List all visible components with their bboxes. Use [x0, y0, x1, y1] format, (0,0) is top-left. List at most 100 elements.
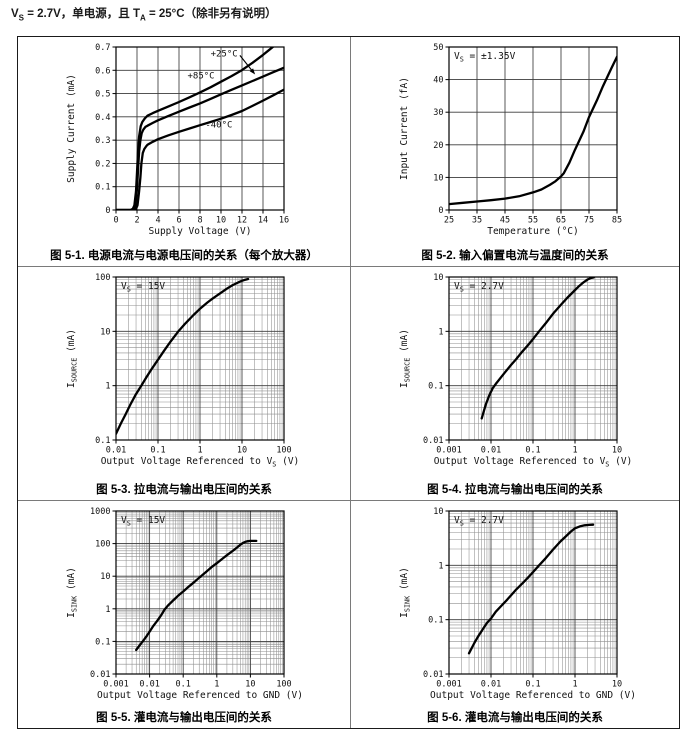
- y-tick-label: 1: [438, 561, 443, 571]
- y-tick-label: 1: [105, 382, 110, 392]
- y-tick-label: 10: [433, 173, 443, 183]
- y-tick-label: 0: [105, 206, 110, 216]
- figure-cell-5-6: VS = 2.7V 0.001 0.01 0.1 1 10 0.01 0.1 1 10 Output…: [351, 501, 679, 728]
- y-tick-label: 40: [433, 76, 443, 86]
- x-tick-label: 16: [279, 216, 289, 226]
- series-curve-sink-current: [467, 523, 595, 655]
- x-axis-title: Supply Voltage (V): [149, 226, 252, 237]
- y-tick-label: 10: [433, 507, 443, 517]
- series-curve-source-current: [480, 277, 595, 420]
- chart-sink-current-2v7: VS = 2.7V0.001 0.01 0.1 1 100.010.1110Output…: [399, 507, 636, 701]
- y-tick-label: 0.7: [95, 43, 110, 53]
- x-tick-label: 0.1: [150, 446, 165, 456]
- y-tick-label: 10: [433, 273, 443, 283]
- y-axis-title: ISOURCE (mA): [399, 329, 411, 388]
- x-tick-label: 0.1: [525, 446, 540, 456]
- y-tick-label: 100: [95, 540, 110, 550]
- x-tick-label: 6: [176, 216, 181, 226]
- y-tick-label: 20: [433, 141, 443, 151]
- curve-label-arrow: [239, 55, 254, 72]
- header-subscript: S: [18, 13, 25, 23]
- y-tick-label: 0.6: [95, 66, 110, 76]
- figure-cell-5-1: +25°C +85°C -40°C 0 2 4 6 8 10 12 14 16 0 0.1 0.2 0.3 0.…: [18, 37, 351, 267]
- x-tick-label: 65: [556, 216, 566, 226]
- y-tick-label: 0.1: [95, 637, 110, 647]
- y-tick-label: 0.1: [95, 183, 110, 193]
- figure-cell-5-2: VS = ±1.35V 25 35 45 55 65 75 85 0 10 20 30 40 50 Temp…: [351, 37, 679, 267]
- y-axis-title: Supply Current (mA): [66, 74, 77, 183]
- y-tick-label: 0.5: [95, 90, 110, 100]
- curves-layer: [116, 277, 250, 435]
- grid-layer: [449, 511, 617, 674]
- curves-layer: [135, 539, 258, 652]
- x-tick-label: 0.01: [139, 680, 159, 690]
- y-tick-label: 0.1: [95, 436, 110, 446]
- plot-annotation: VS = ±1.35V: [454, 51, 516, 63]
- chart-supply-current-vs-supply-voltage: +25°C +85°C -40°C 0 2 4 6 8 10 12 14 16 0 0.1 0.2 0.3 0.…: [66, 43, 289, 237]
- curves-layer: [116, 47, 284, 210]
- y-tick-label: 0.1: [428, 382, 443, 392]
- figure-cell-5-3: VS = 15V 0.01 0.1 1 10 100 0.1 1 10 100 Output Vol…: [18, 267, 351, 501]
- y-tick-label: 0: [438, 206, 443, 216]
- y-tick-label: 0.1: [428, 616, 443, 626]
- curve-label: -40°C: [205, 120, 232, 130]
- y-tick-label: 100: [95, 273, 110, 283]
- header-text: = 2.7V，单电源，且 T: [24, 8, 140, 20]
- series-curve-+25°C: [116, 66, 284, 210]
- y-tick-label: 30: [433, 108, 443, 118]
- figure-caption-5-4: 图 5-4. 拉电流与输出电压间的关系: [427, 484, 603, 496]
- chart-source-current-2v7: VS = 2.7V0.001 0.01 0.1 1 100.010.1110Output…: [399, 273, 633, 468]
- x-tick-label: 0.1: [525, 680, 540, 690]
- plot-annotation: VS = 2.7V: [454, 281, 504, 293]
- y-axis-title: ISINK (mA): [66, 567, 78, 618]
- y-axis-title: ISOURCE (mA): [66, 329, 78, 388]
- figure-caption-5-1: 图 5-1. 电源电流与电源电压间的关系（每个放大器）: [50, 250, 318, 262]
- plot-annotation: VS = 15V: [121, 281, 165, 293]
- x-tick-label: 10: [612, 680, 622, 690]
- x-tick-label: 10: [237, 446, 247, 456]
- x-tick-label: 0.01: [481, 446, 501, 456]
- plot-border: [115, 510, 285, 675]
- test-conditions-header: VS = 2.7V，单电源，且 TA = 25°C（除非另有说明）: [11, 5, 277, 22]
- grid-layer: [449, 277, 617, 440]
- series-curve-source-current: [116, 277, 250, 435]
- curve-label: +85°C: [188, 71, 215, 81]
- curves-layer: [449, 55, 617, 206]
- x-tick-label: 1: [572, 680, 577, 690]
- x-axis-title: Output Voltage Referenced to VS (V): [434, 456, 633, 468]
- y-tick-label: 0.01: [90, 670, 110, 680]
- y-tick-label: 1: [438, 327, 443, 337]
- x-tick-label: 0.1: [176, 680, 191, 690]
- series-curve-sink-current: [135, 539, 258, 652]
- curves-layer: [467, 523, 595, 655]
- x-tick-label: 55: [528, 216, 538, 226]
- x-tick-label: 0.001: [436, 446, 462, 456]
- x-tick-label: 0: [113, 216, 118, 226]
- plot-annotation: VS = 2.7V: [454, 515, 504, 527]
- x-tick-label: 85: [612, 216, 622, 226]
- x-tick-label: 1: [197, 446, 202, 456]
- grid-layer: [449, 47, 617, 210]
- header-text: = 25°C（除非另有说明）: [145, 8, 277, 20]
- curves-layer: [480, 277, 595, 420]
- x-tick-label: 12: [237, 216, 247, 226]
- x-tick-label: 100: [276, 680, 291, 690]
- y-tick-label: 10: [100, 327, 110, 337]
- figure-cell-5-4: VS = 2.7V 0.001 0.01 0.1 1 10 0.01 0.1 1 10 Output…: [351, 267, 679, 501]
- x-tick-label: 2: [134, 216, 139, 226]
- y-tick-label: 10: [100, 572, 110, 582]
- y-tick-label: 0.4: [95, 113, 110, 123]
- x-axis-title: Output Voltage Referenced to GND (V): [430, 690, 636, 701]
- x-tick-label: 0.001: [103, 680, 129, 690]
- y-tick-label: 0.2: [95, 159, 110, 169]
- x-tick-label: 35: [472, 216, 482, 226]
- figure-caption-5-2: 图 5-2. 输入偏置电流与温度间的关系: [421, 250, 609, 262]
- x-tick-label: 10: [245, 680, 255, 690]
- figure-caption-5-3: 图 5-3. 拉电流与输出电压间的关系: [96, 484, 272, 496]
- figures-grid: +25°C +85°C -40°C 0 2 4 6 8 10 12 14 16 0 0.1 0.2 0.3 0.…: [17, 36, 680, 729]
- y-axis-title: Input Current (fA): [399, 77, 410, 180]
- y-tick-label: 50: [433, 43, 443, 53]
